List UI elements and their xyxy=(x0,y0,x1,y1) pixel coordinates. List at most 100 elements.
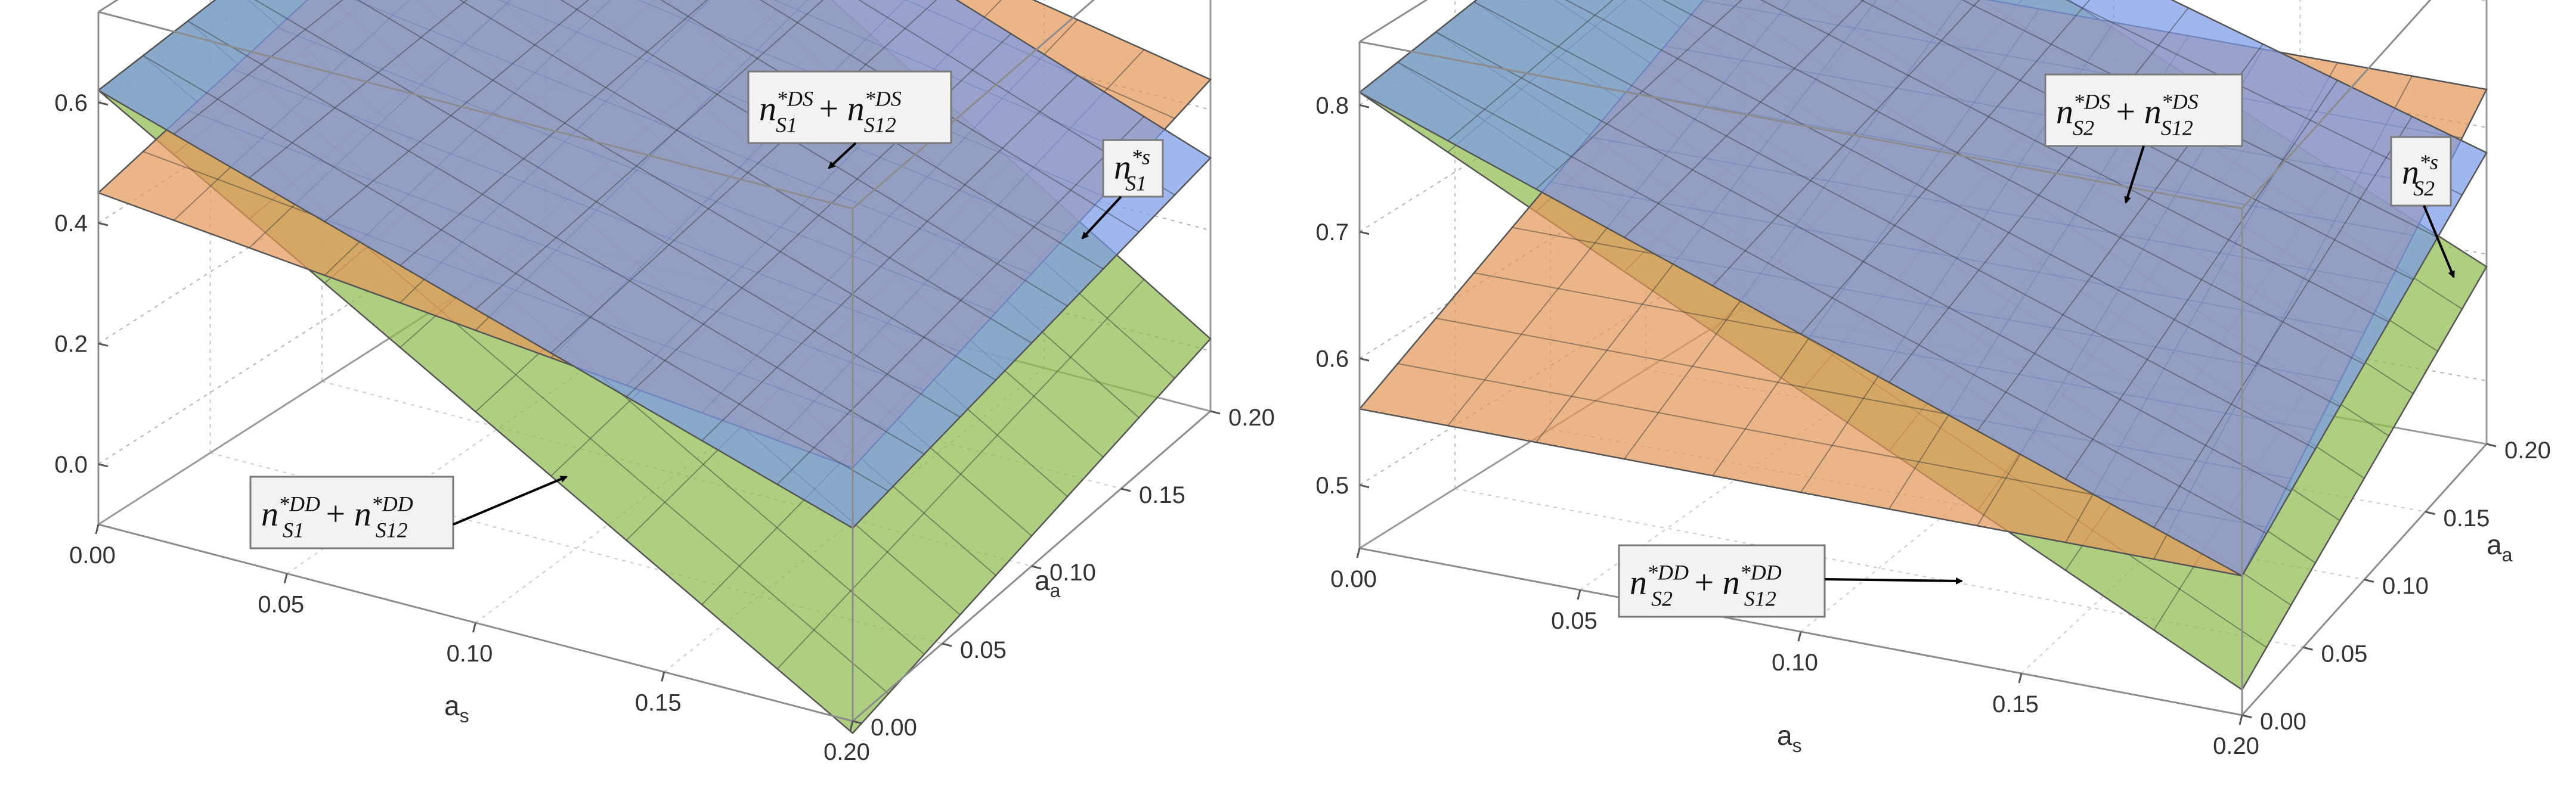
z-tick-mark xyxy=(1359,357,1370,362)
mesh-line xyxy=(2065,80,2338,480)
z-tick-label: 0.5 xyxy=(1315,473,1349,499)
y-axis-label: aa xyxy=(1035,565,1061,601)
annotation-label: n*s S1 xyxy=(1081,139,1164,240)
x-tick-label: 0.00 xyxy=(69,542,116,569)
box-edge xyxy=(852,0,1095,210)
annotation-label: n*DS S1 + n*DS S12 xyxy=(747,70,952,169)
z-tick-label: 0.6 xyxy=(1315,346,1349,372)
y-tick-label: 0.10 xyxy=(1049,560,1096,586)
annotation-label: n*s S2 xyxy=(2390,136,2455,278)
x-tick-mark xyxy=(95,524,100,535)
y-tick-mark xyxy=(2303,646,2313,651)
mesh-line xyxy=(459,0,1032,344)
mesh-line xyxy=(1760,0,2389,323)
mesh-line xyxy=(660,0,1104,270)
mesh-line xyxy=(776,279,1145,670)
z-tick-label: 0.2 xyxy=(54,331,88,357)
annotation-arrow xyxy=(2423,205,2455,278)
y-tick-label: 0.00 xyxy=(871,715,917,741)
x-tick-mark xyxy=(283,573,288,583)
annotation-text: n*DD S1 + n*DD S12 xyxy=(261,492,413,542)
z-tick-mark xyxy=(1359,484,1370,489)
x-tick-mark xyxy=(1577,589,1581,600)
mesh-line xyxy=(249,0,468,179)
annotation-box xyxy=(2390,136,2452,207)
z-tick-mark xyxy=(98,222,109,226)
z-tick-mark xyxy=(98,463,109,468)
mesh-line xyxy=(701,74,1078,442)
z-tick-label: 0.7 xyxy=(1315,219,1349,246)
annotation-label: n*DS S2 + n*DS S12 xyxy=(2044,73,2243,204)
x-tick-mark xyxy=(849,720,854,731)
z-gridline xyxy=(98,57,1211,344)
x-tick-label: 0.15 xyxy=(635,690,682,716)
mesh-line xyxy=(1565,0,2340,408)
y-tick-mark xyxy=(2364,579,2374,583)
annotation-arrow xyxy=(828,142,857,169)
z-tick-label: 0.4 xyxy=(54,210,88,237)
mesh-line xyxy=(1888,7,2189,383)
annotation-label: n*DD S1 + n*DD S12 xyxy=(249,476,568,549)
mesh-line xyxy=(254,0,961,418)
z-tick-label: 0.6 xyxy=(54,90,88,116)
mesh-line xyxy=(400,0,708,266)
annotation-arrow xyxy=(2124,145,2145,204)
x-tick-label: 0.05 xyxy=(258,592,304,618)
x-tick-mark xyxy=(2018,673,2023,684)
y-tick-label: 0.00 xyxy=(2260,709,2306,735)
annotation-box xyxy=(747,70,952,144)
annotation-text: n*DS S1 + n*DS S12 xyxy=(759,87,902,137)
y-tick-mark xyxy=(2241,714,2252,719)
y-tick-mark xyxy=(2486,443,2497,448)
mesh-line xyxy=(1397,61,2267,535)
x-axis-label: as xyxy=(444,690,469,726)
mesh-line xyxy=(1435,31,2292,492)
mesh-line xyxy=(759,0,1140,233)
mesh-line xyxy=(357,0,996,381)
mesh-line xyxy=(1535,0,1743,190)
box-edge xyxy=(1359,0,1428,43)
mesh-line xyxy=(560,0,1068,307)
annotation-text: n*DS S2 + n*DS S12 xyxy=(2056,90,2199,140)
mesh-line xyxy=(858,0,1175,196)
mesh-line xyxy=(1447,0,1614,141)
z-tick-mark xyxy=(98,343,109,347)
mesh-line xyxy=(143,55,889,492)
annotation-box xyxy=(1618,544,1826,618)
z-tick-mark xyxy=(1359,231,1370,235)
x-tick-label: 0.10 xyxy=(447,641,493,667)
mesh-line xyxy=(550,0,937,354)
annotation-label: n*DD S2 + n*DD S12 xyxy=(1618,544,1963,618)
mesh-line xyxy=(1473,1,2316,450)
annotation-text: n*s S1 xyxy=(1114,145,1150,195)
y-tick-mark xyxy=(852,720,863,725)
y-tick-label: 0.20 xyxy=(2504,437,2551,464)
y-tick-label: 0.15 xyxy=(2444,505,2490,532)
x-tick-label: 0.20 xyxy=(2213,733,2259,759)
y-tick-label: 0.05 xyxy=(2321,641,2368,667)
y-tick-label: 0.10 xyxy=(2382,573,2429,600)
x-tick-label: 0.00 xyxy=(1330,566,1377,592)
x-tick-mark xyxy=(2238,715,2243,725)
mesh-line xyxy=(324,0,590,222)
mesh-line xyxy=(1961,0,2438,238)
x-tick-label: 0.05 xyxy=(1551,608,1597,634)
annotation-box xyxy=(2044,73,2243,147)
x-tick-mark xyxy=(661,672,665,682)
y-tick-mark xyxy=(2425,511,2435,515)
box-edge xyxy=(2241,0,2432,210)
mesh-line xyxy=(475,0,824,310)
y-tick-mark xyxy=(1031,565,1042,570)
mesh-line xyxy=(1860,0,2414,281)
x-tick-mark xyxy=(472,622,476,633)
mesh-line xyxy=(187,20,925,455)
y-tick-label: 0.20 xyxy=(1228,405,1275,431)
mesh-line xyxy=(2065,0,2463,196)
mesh-line xyxy=(1661,0,2365,365)
annotation-arrow xyxy=(1081,195,1122,240)
x-tick-label: 0.15 xyxy=(1992,691,2039,718)
box-edge xyxy=(1359,41,2243,210)
z-tick-mark xyxy=(98,101,109,106)
